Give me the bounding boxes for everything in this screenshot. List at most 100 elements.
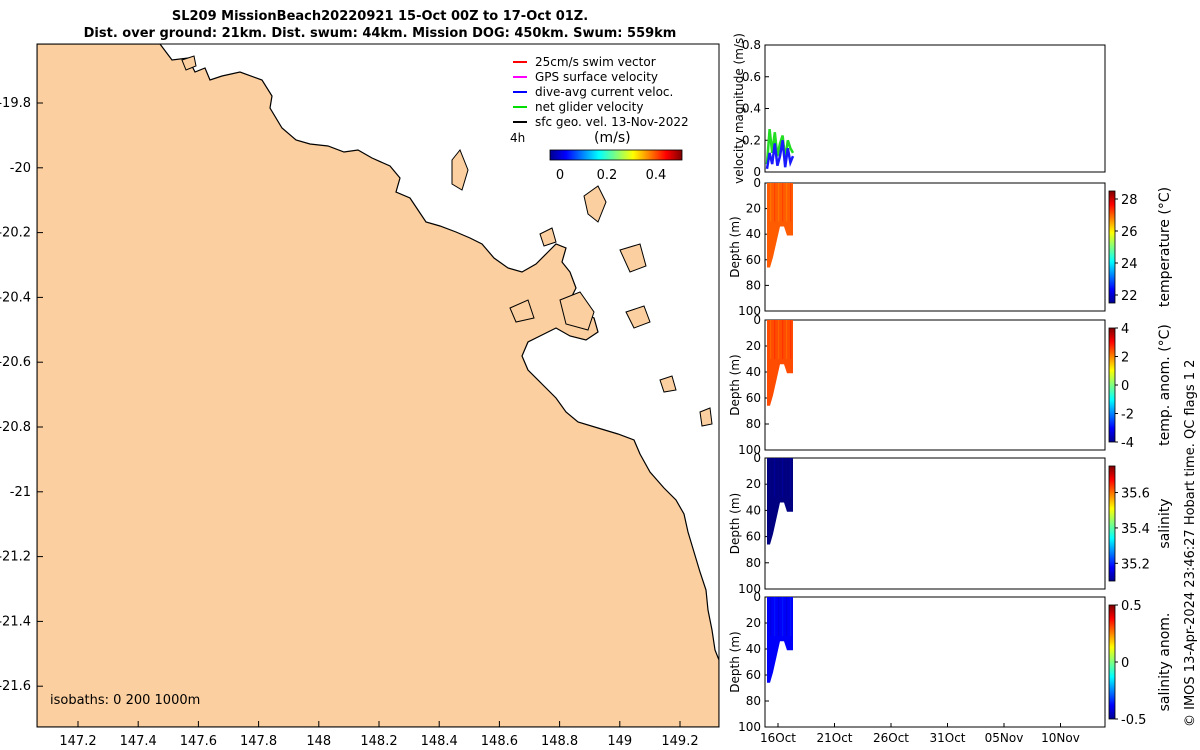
time-x-tick: 26Oct — [873, 731, 909, 745]
section-data-stripe — [782, 458, 784, 498]
time-x-tick: 16Oct — [760, 731, 796, 745]
island — [181, 55, 197, 71]
colorbar-tick: 28 — [1121, 193, 1138, 208]
depth-tick: 100 — [738, 443, 761, 457]
colorbar-tick: 22 — [1121, 289, 1138, 304]
coastline-mainland — [37, 44, 719, 727]
speed-colorbar-tick: 0.2 — [597, 168, 618, 183]
colorbar-label: temperature (°C) — [1157, 187, 1173, 307]
section-data-stripe — [786, 597, 788, 636]
map-x-tick: 148.8 — [541, 734, 578, 749]
section-data-stripe — [778, 320, 780, 359]
colorbar-label: temp. anom. (°C) — [1157, 324, 1173, 446]
map-x-tick: 148.4 — [421, 734, 458, 749]
depth-tick: 0 — [753, 590, 761, 604]
section-data-stripe — [774, 320, 776, 359]
map-y-tick: -20.2 — [0, 226, 31, 241]
depth-tick: 60 — [746, 668, 761, 682]
velocity-series-line — [765, 128, 795, 165]
section-data-stripe — [774, 458, 776, 498]
velocity-y-tick: 0.6 — [742, 70, 761, 84]
island — [539, 227, 557, 247]
map-x-axis: 147.2 147.4 147.6 147.8 148 148.2 148.4 148.6 14… — [59, 721, 699, 749]
map-y-tick: -21.6 — [0, 679, 31, 694]
credit-text: © IMOS 13-Apr-2024 23:46:27 Hobart time.… — [1183, 359, 1198, 727]
legend-label: net glider velocity — [535, 100, 643, 114]
colorbar-bar — [1108, 604, 1116, 720]
map-x-tick: 147.6 — [180, 734, 217, 749]
panel-salinity: 0 20 40 60 80 100 Depth (m) 35.6 35.4 35.2 salinit… — [728, 451, 1173, 596]
depth-tick: 100 — [738, 720, 761, 734]
panel-axes — [764, 319, 1106, 451]
speed-colorbar: (m/s) 0 0.2 0.4 — [549, 130, 683, 183]
colorbar-bar — [1108, 465, 1116, 582]
isobaths-label: isobaths: 0 200 1000m — [50, 693, 200, 708]
colorbar-tick: -4 — [1121, 436, 1134, 451]
depth-tick: 0 — [753, 313, 761, 327]
section-data-stripe — [782, 597, 784, 636]
time-x-tick: 10Nov — [1041, 731, 1080, 745]
depth-tick: 60 — [746, 253, 761, 267]
section-data-stripe — [778, 597, 780, 636]
section-data-stripe — [778, 183, 780, 222]
colorbar-label: salinity — [1157, 498, 1173, 548]
colorbar-tick: 24 — [1121, 257, 1138, 272]
panel-temperature: 0 20 40 60 80 100 Depth (m) 22 24 26 28 temperature… — [728, 176, 1173, 318]
time-x-tick: 21Oct — [816, 731, 852, 745]
map-x-tick: 147.2 — [59, 734, 96, 749]
time-x-tick: 05Nov — [985, 731, 1024, 745]
depth-tick: 20 — [746, 616, 761, 630]
colorbar-tick: -0.5 — [1121, 713, 1146, 728]
colorbar-tick: 0 — [1121, 379, 1129, 394]
map-x-tick: 149 — [607, 734, 632, 749]
velocity-series-line — [765, 140, 795, 170]
section-data-stripe — [790, 597, 792, 636]
depth-tick: 0 — [753, 176, 761, 190]
depth-tick: 40 — [746, 642, 761, 656]
chart-title: SL209 MissionBeach20220921 15-Oct 00Z to… — [0, 8, 760, 42]
velocity-y-label: velocity magnitude (m/s) — [732, 33, 746, 184]
depth-tick: 100 — [738, 304, 761, 318]
map-y-tick: -20.4 — [0, 290, 31, 305]
map-x-tick: 148.6 — [481, 734, 518, 749]
section-data-stripe — [782, 183, 784, 222]
map-y-tick: -21.2 — [0, 550, 31, 565]
map-x-tick: 148 — [306, 734, 331, 749]
map-y-tick: -21 — [10, 485, 31, 500]
speed-colorbar-unit: (m/s) — [594, 130, 631, 146]
depth-tick: 80 — [746, 417, 761, 431]
time-x-tick: 31Oct — [929, 731, 965, 745]
map-x-tick: 147.8 — [240, 734, 277, 749]
section-data-stripe — [790, 183, 792, 222]
section-data-stripe — [790, 320, 792, 359]
depth-tick: 80 — [746, 278, 761, 292]
panel-axes — [764, 596, 1106, 728]
section-data-stripe — [778, 458, 780, 498]
colorbar-label: salinity anom. — [1157, 613, 1173, 712]
depth-tick: 40 — [746, 503, 761, 517]
colorbar-tick: -2 — [1121, 408, 1134, 423]
depth-y-label: Depth (m) — [728, 354, 742, 415]
island — [583, 185, 607, 223]
map-x-tick: 147.4 — [120, 734, 157, 749]
section-data-stripe — [770, 458, 772, 498]
velocity-y-tick: 0.8 — [742, 38, 761, 52]
velocity-y-tick: 0.4 — [742, 102, 761, 116]
map-x-tick: 149.2 — [661, 734, 698, 749]
colorbar-tick: 35.4 — [1121, 522, 1150, 537]
depth-tick: 60 — [746, 530, 761, 544]
depth-tick: 60 — [746, 391, 761, 405]
section-data-stripe — [786, 458, 788, 498]
section-data-stripe — [790, 458, 792, 498]
map-x-tick: 148.2 — [360, 734, 397, 749]
island — [659, 375, 677, 393]
depth-tick: 20 — [746, 339, 761, 353]
section-data-stripe — [774, 597, 776, 636]
map-y-tick: -20 — [10, 161, 31, 176]
depth-tick: 40 — [746, 365, 761, 379]
map-y-tick: -20.8 — [0, 420, 31, 435]
